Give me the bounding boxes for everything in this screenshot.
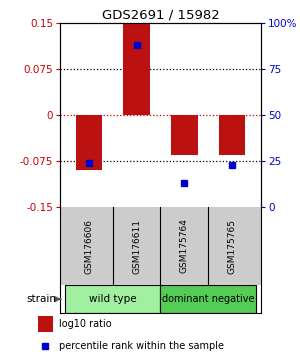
Text: dominant negative: dominant negative bbox=[162, 294, 255, 304]
Text: GSM175764: GSM175764 bbox=[180, 218, 189, 274]
Bar bbox=[219, 115, 245, 155]
Text: GSM175765: GSM175765 bbox=[228, 218, 237, 274]
Text: log10 ratio: log10 ratio bbox=[59, 319, 112, 329]
Bar bbox=[171, 115, 198, 155]
Text: percentile rank within the sample: percentile rank within the sample bbox=[59, 341, 224, 351]
Text: GSM176606: GSM176606 bbox=[84, 218, 93, 274]
Bar bbox=[38, 316, 53, 332]
Bar bbox=[76, 115, 102, 170]
Bar bbox=[65, 285, 160, 313]
Text: strain: strain bbox=[26, 294, 56, 304]
Bar bbox=[123, 24, 150, 115]
Text: GSM176611: GSM176611 bbox=[132, 218, 141, 274]
Title: GDS2691 / 15982: GDS2691 / 15982 bbox=[102, 9, 219, 22]
Bar bbox=[160, 285, 256, 313]
Text: wild type: wild type bbox=[89, 294, 136, 304]
